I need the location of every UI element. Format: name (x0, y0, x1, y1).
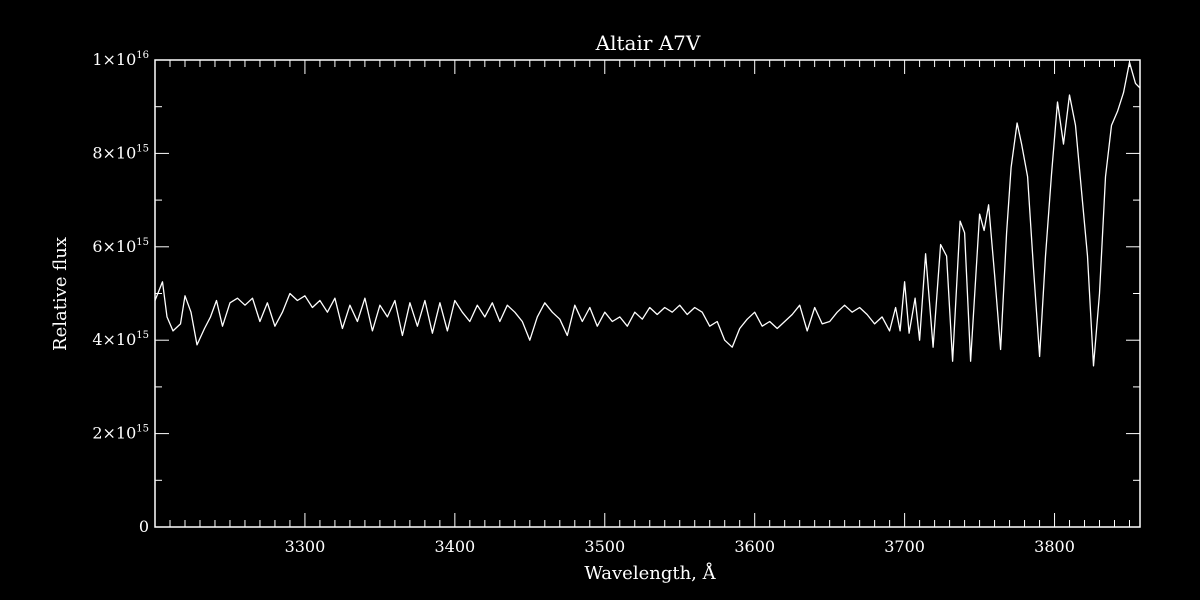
y-axis-label: Relative flux (50, 237, 71, 351)
y-tick-label: 2×1015 (92, 424, 149, 443)
y-tick-label: 6×1015 (92, 237, 149, 256)
plot-frame (154, 59, 1141, 528)
spectrum-line (154, 61, 1141, 367)
axis-tick-labels: 3300 3400 3500 3600 3700 3800 0 2×1015 4×1015 6×1… (92, 50, 1075, 556)
x-tick-label: 3700 (884, 537, 925, 556)
chart-title: Altair A7V (595, 31, 701, 55)
x-tick-label: 3500 (584, 537, 625, 556)
y-tick-label: 1×1016 (92, 50, 149, 69)
y-tick-label: 4×1015 (92, 330, 149, 349)
y-tick-label: 8×1015 (92, 143, 149, 162)
x-tick-label: 3600 (734, 537, 775, 556)
axis-ticks (154, 59, 1140, 528)
y-tick-label: 0 (139, 517, 149, 536)
x-tick-label: 3400 (434, 537, 475, 556)
x-tick-label: 3300 (285, 537, 326, 556)
x-axis-label: Wavelength, Å (584, 562, 716, 584)
x-tick-label: 3800 (1034, 537, 1075, 556)
